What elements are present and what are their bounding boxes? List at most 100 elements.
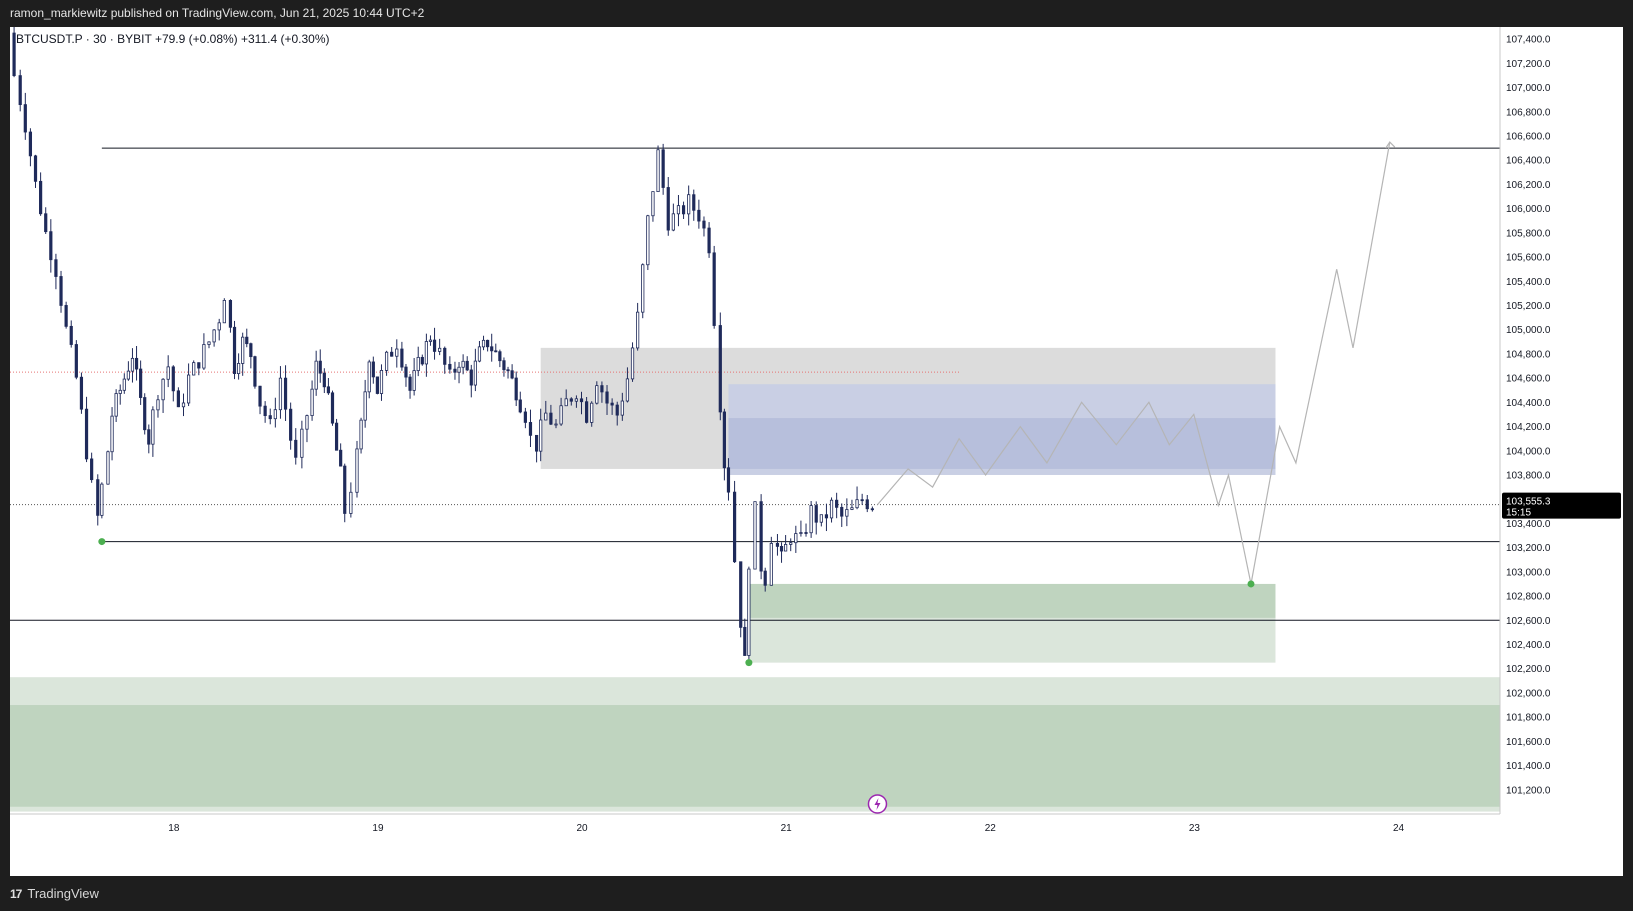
green-deep-dark — [10, 705, 1500, 807]
price-chart[interactable]: 101,200.0 101,400.0 101,600.0 101,800.0 102,… — [10, 27, 1623, 876]
candle-body — [835, 499, 839, 508]
candle-body — [641, 264, 645, 313]
candle-body — [574, 398, 579, 402]
candle-body — [747, 568, 751, 656]
candle-body — [438, 347, 442, 352]
candle-body — [804, 532, 808, 534]
candle-body — [305, 415, 309, 430]
candle-body — [809, 505, 813, 534]
price-tick-label: 106,000.0 — [1506, 204, 1551, 215]
candle-body — [359, 419, 363, 450]
candle-body — [590, 402, 594, 423]
candle-body — [228, 300, 233, 328]
candle-body — [139, 368, 143, 398]
candle-body — [687, 194, 691, 215]
candle-body — [268, 415, 272, 420]
candle-body — [432, 339, 437, 352]
candle-body — [625, 378, 630, 402]
pivot-marker — [1247, 580, 1255, 588]
candle-body — [544, 412, 548, 421]
price-tick-label: 105,800.0 — [1506, 228, 1551, 239]
candle-body — [718, 325, 722, 413]
candle-body — [585, 401, 589, 423]
candle-body — [375, 376, 379, 394]
candle-body — [506, 369, 510, 372]
candle-body — [114, 393, 118, 417]
candle-body — [384, 351, 389, 371]
candle-body — [84, 408, 89, 460]
price-tick-label: 103,400.0 — [1506, 519, 1551, 530]
price-tick-label: 103,800.0 — [1506, 470, 1551, 481]
candle-body — [457, 366, 461, 373]
candle-body — [559, 405, 563, 425]
candle-body — [126, 370, 130, 380]
candle-body — [697, 209, 701, 222]
candle-body — [630, 347, 635, 380]
candle-body — [514, 377, 518, 401]
candle-body — [197, 362, 201, 369]
candle-body — [54, 259, 58, 277]
price-tick-label: 102,000.0 — [1506, 688, 1551, 699]
candle-body — [318, 360, 322, 374]
candle-body — [69, 325, 73, 345]
tradingview-logo[interactable]: 17 TradingView — [10, 886, 99, 901]
time-tick-label: 18 — [168, 823, 180, 834]
candle-body — [166, 366, 170, 380]
candle-body — [249, 343, 253, 358]
candle-body — [569, 398, 573, 402]
symbol-info[interactable]: BTCUSDT.P · 30 · BYBIT — [16, 32, 155, 46]
candle-body — [676, 205, 681, 215]
price-axis-background — [1500, 27, 1623, 876]
candle-body — [549, 412, 553, 425]
candle-body — [28, 131, 33, 157]
candle-body — [855, 499, 859, 509]
price-tick-label: 103,000.0 — [1506, 567, 1551, 578]
candle-body — [258, 385, 262, 407]
candle-body — [118, 389, 122, 394]
candle-body — [763, 570, 767, 586]
candle-body — [192, 362, 196, 376]
candle-body — [334, 422, 339, 451]
price-tick-label: 106,600.0 — [1506, 131, 1551, 142]
candle-body — [712, 252, 716, 326]
candle-body — [814, 505, 818, 523]
candle-body — [510, 370, 514, 379]
price-tick-label: 104,000.0 — [1506, 446, 1551, 457]
candle-body — [636, 311, 640, 349]
price-tick-label: 101,600.0 — [1506, 737, 1551, 748]
pivot-marker — [98, 538, 106, 546]
price-tick-label: 107,000.0 — [1506, 83, 1551, 94]
price-tick-label: 101,400.0 — [1506, 761, 1551, 772]
candle-body — [473, 360, 477, 386]
publication-header: ramon_markiewitz published on TradingVie… — [0, 0, 1633, 27]
candle-body — [241, 336, 245, 364]
candle-body — [322, 372, 326, 388]
price-tick-label: 102,400.0 — [1506, 640, 1551, 651]
chart-panel[interactable]: 101,200.0 101,400.0 101,600.0 101,800.0 102,… — [10, 27, 1623, 876]
candle-body — [222, 300, 226, 324]
price-tick-label: 106,400.0 — [1506, 156, 1551, 167]
candle-body — [502, 360, 506, 371]
candle-body — [481, 339, 486, 348]
candle-body — [726, 467, 731, 493]
candle-body — [44, 213, 48, 233]
time-tick-label: 20 — [577, 823, 589, 834]
time-tick-label: 24 — [1393, 823, 1405, 834]
time-tick-label: 23 — [1189, 823, 1201, 834]
tradingview-logo-icon: 17 — [10, 886, 22, 901]
price-tick-label: 105,400.0 — [1506, 277, 1551, 288]
candle-body — [207, 341, 211, 345]
price-tick-label: 106,200.0 — [1506, 180, 1551, 191]
candle-body — [212, 329, 216, 343]
price-tick-label: 104,800.0 — [1506, 349, 1551, 360]
candle-body — [408, 376, 412, 391]
price-tick-label: 104,400.0 — [1506, 398, 1551, 409]
candle-body — [656, 149, 660, 193]
price-tick-label: 102,800.0 — [1506, 592, 1551, 603]
candle-body — [130, 357, 135, 372]
change-day: +311.4 (+0.30%) — [241, 32, 330, 46]
candle-body — [390, 351, 394, 357]
candle-body — [156, 399, 160, 411]
price-tick-label: 105,000.0 — [1506, 325, 1551, 336]
candle-body — [161, 378, 165, 401]
